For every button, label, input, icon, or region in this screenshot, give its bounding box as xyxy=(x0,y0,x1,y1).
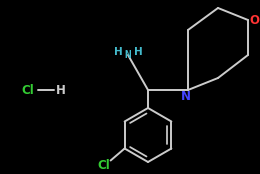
Text: H: H xyxy=(114,47,122,57)
Text: Cl: Cl xyxy=(22,84,34,97)
Text: N: N xyxy=(181,90,191,104)
Text: Cl: Cl xyxy=(97,159,110,172)
Text: H: H xyxy=(56,84,66,97)
Text: O: O xyxy=(249,14,259,26)
Text: H: H xyxy=(134,47,142,57)
Text: N: N xyxy=(125,50,131,60)
